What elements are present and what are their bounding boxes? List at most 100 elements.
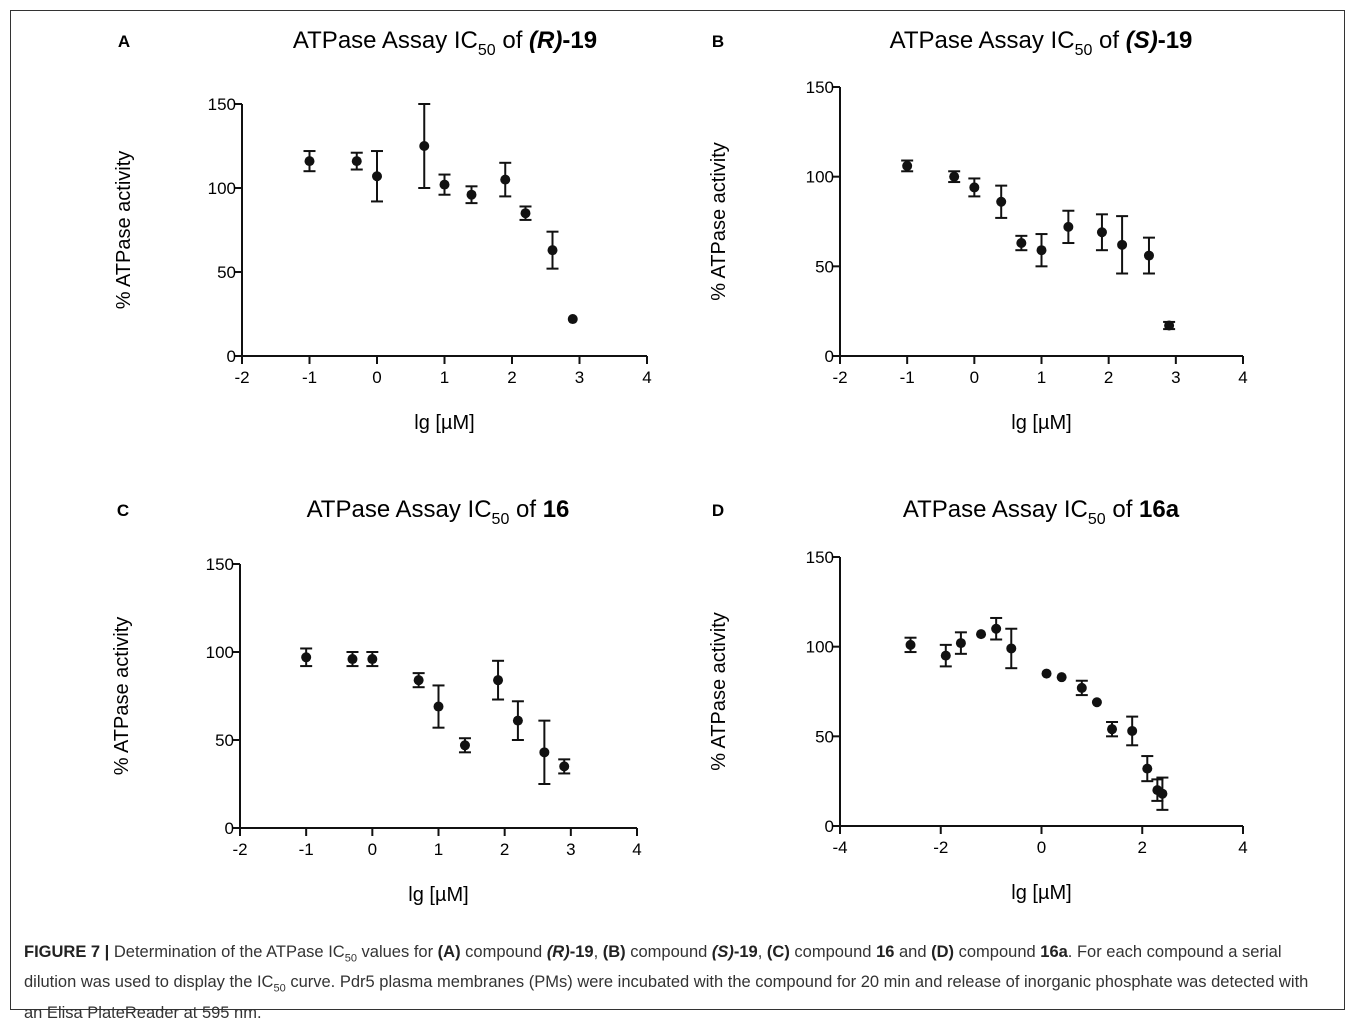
caption-compound-b-stereo: (S) (711, 943, 734, 961)
charts-canvas: A ATPase Assay IC50 of (R)-19050100150-2-… (111, 27, 1248, 906)
data-point (969, 182, 980, 193)
chart-title-compound-stereo: (S) (1126, 27, 1158, 54)
x-tick-label: -1 (299, 840, 314, 859)
caption-text: values for (356, 943, 438, 961)
data-point (976, 629, 987, 640)
data-point (1076, 682, 1087, 693)
y-tick-label: 150 (806, 78, 834, 97)
y-tick-label: 50 (815, 727, 834, 746)
panel-letter: A (118, 32, 130, 51)
data-point (539, 747, 550, 758)
x-tick-label: 3 (566, 840, 575, 859)
data-point (1117, 239, 1128, 250)
caption-text: and (894, 943, 932, 961)
y-tick-label: 150 (806, 548, 834, 567)
x-tick-label: 1 (434, 840, 443, 859)
data-point (1096, 227, 1107, 238)
panel-letter: D (712, 501, 724, 520)
chart-title-text: of (496, 27, 529, 54)
caption-subscript: 50 (273, 982, 286, 995)
data-point (1164, 320, 1175, 331)
y-tick-label: 100 (206, 643, 234, 662)
data-point (466, 189, 477, 200)
chart-title: ATPase Assay IC50 of 16a (903, 496, 1180, 528)
data-point (1041, 668, 1052, 679)
chart-title-compound: 16a (1139, 496, 1180, 523)
figure-caption: FIGURE 7 | Determination of the ATPase I… (24, 940, 1324, 1025)
x-tick-label: 1 (440, 368, 449, 387)
y-tick-label: 50 (217, 263, 236, 282)
data-point (301, 652, 312, 663)
data-point (1157, 788, 1168, 799)
chart-title-subscript: 50 (1088, 511, 1106, 528)
chart-title-compound-stereo: (R) (529, 27, 562, 54)
x-tick-label: 4 (1238, 368, 1247, 387)
y-tick-label: 0 (227, 347, 236, 366)
caption-text: compound (625, 943, 712, 961)
data-point (559, 761, 570, 772)
data-point (367, 654, 378, 665)
data-point (902, 160, 913, 171)
x-tick-label: 0 (372, 368, 381, 387)
x-axis-label: lg [µM] (1011, 412, 1071, 434)
data-point (991, 623, 1002, 634)
panel-letter: B (712, 32, 724, 51)
x-tick-label: 3 (575, 368, 584, 387)
data-point (1143, 250, 1154, 261)
panel-letter: C (117, 501, 129, 520)
chart-title-text: of (1092, 27, 1125, 54)
data-point (520, 208, 531, 219)
y-tick-label: 0 (825, 347, 834, 366)
data-point (493, 675, 504, 686)
caption-panel-c-label: (C) (766, 943, 790, 961)
data-point (567, 314, 578, 325)
x-tick-label: 4 (632, 840, 641, 859)
x-tick-label: -1 (900, 368, 915, 387)
chart-title-subscript: 50 (478, 42, 496, 59)
data-point (351, 156, 362, 167)
x-axis-label: lg [µM] (414, 412, 474, 434)
x-tick-label: -2 (832, 368, 847, 387)
panel-a: A ATPase Assay IC50 of (R)-19050100150-2-… (113, 27, 652, 434)
x-tick-label: -2 (933, 838, 948, 857)
y-tick-label: 150 (206, 555, 234, 574)
y-tick-label: 150 (208, 95, 236, 114)
data-point (512, 715, 523, 726)
x-tick-label: 1 (1037, 368, 1046, 387)
data-point (433, 701, 444, 712)
caption-text: Determination of the ATPase IC (109, 943, 345, 961)
chart-title-subscript: 50 (1075, 42, 1093, 59)
chart-title-subscript: 50 (492, 511, 510, 528)
x-tick-label: 0 (970, 368, 979, 387)
chart-title: ATPase Assay IC50 of (R)-19 (293, 27, 597, 59)
data-point (1091, 697, 1102, 708)
panel-b: B ATPase Assay IC50 of (S)-19050100150-2-… (708, 27, 1248, 434)
y-axis-label: % ATPase activity (708, 142, 730, 301)
caption-text: . For each compound a serial dilution wa… (24, 943, 1282, 992)
x-tick-label: -2 (232, 840, 247, 859)
data-point (1107, 724, 1118, 735)
data-point (372, 171, 382, 182)
data-point (1142, 763, 1153, 774)
data-point (413, 675, 424, 686)
data-point (1056, 672, 1067, 683)
caption-panel-d-label: (D) (931, 943, 955, 961)
data-point (459, 740, 470, 751)
data-point (547, 245, 558, 256)
chart-title-text: ATPase Assay IC (293, 27, 478, 54)
chart-title-text: ATPase Assay IC (307, 496, 492, 523)
y-tick-label: 100 (806, 168, 834, 187)
chart-title-compound: -19 (1158, 27, 1193, 54)
data-point (905, 639, 916, 650)
y-tick-label: 0 (825, 817, 834, 836)
figure-frame (10, 10, 1345, 1010)
data-point (1036, 245, 1047, 256)
data-point (955, 638, 966, 649)
chart-title-text: ATPase Assay IC (890, 27, 1075, 54)
chart-title-compound: 16 (543, 496, 570, 523)
x-tick-label: 2 (507, 368, 516, 387)
y-axis-label: % ATPase activity (708, 612, 730, 771)
caption-subscript: 50 (344, 952, 357, 965)
caption-compound-b: -19 (733, 943, 758, 961)
